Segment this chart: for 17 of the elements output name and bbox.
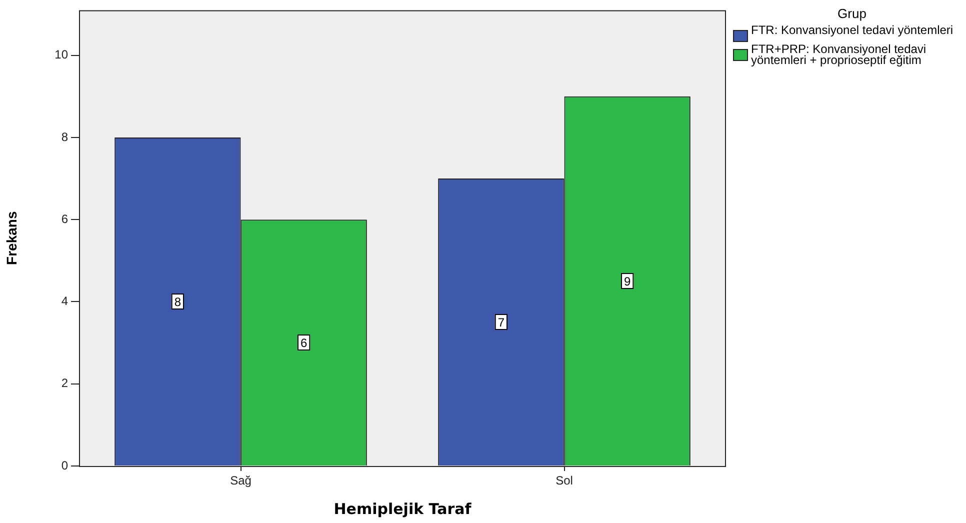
x-tick-label: Sağ xyxy=(230,474,252,488)
y-tick-label: 0 xyxy=(61,458,68,472)
y-tick-label: 4 xyxy=(61,294,68,308)
data-label: 7 xyxy=(498,315,505,330)
y-tick-label: 6 xyxy=(61,212,68,226)
y-tick-label: 10 xyxy=(54,48,68,62)
legend-label: FTR: Konvansiyonel tedavi yöntemleri xyxy=(751,23,954,37)
x-axis-title: Hemiplejik Taraf xyxy=(334,500,472,518)
x-tick-label: Sol xyxy=(556,474,573,488)
data-label: 8 xyxy=(174,294,182,309)
legend-label: FTR+PRP: Konvansiyonel tedavi yöntemleri + proprioseptif eğitim xyxy=(751,42,928,67)
y-axis-title: Frekans xyxy=(3,211,20,265)
y-tick-label: 8 xyxy=(61,130,68,144)
y-tick-label: 2 xyxy=(61,376,68,390)
data-label: 6 xyxy=(300,336,308,350)
legend-title: Grup xyxy=(836,6,868,21)
data-label: 9 xyxy=(624,274,631,288)
